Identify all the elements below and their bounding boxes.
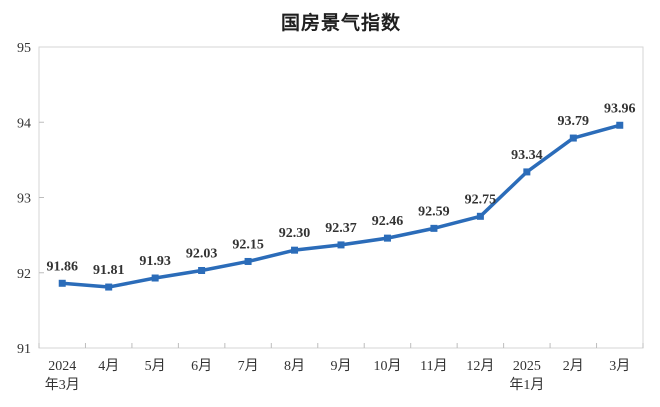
data-point-marker — [105, 283, 113, 291]
x-axis-tick-label: 6月 — [191, 358, 212, 374]
data-point-marker — [198, 266, 206, 274]
data-point-marker — [244, 257, 252, 265]
y-axis-tick-label: 95 — [17, 41, 31, 56]
x-axis-tick-label: 8月 — [284, 358, 305, 374]
data-point-marker — [430, 224, 438, 232]
data-point-label: 93.96 — [604, 101, 636, 116]
data-point-label: 91.81 — [93, 263, 125, 278]
x-axis-tick-label: 2月 — [563, 358, 584, 374]
x-axis-tick-label: 7月 — [238, 358, 259, 374]
data-point-label: 91.86 — [46, 259, 78, 274]
data-point-marker — [58, 279, 66, 287]
x-axis-tick-label: 2024 年3月 — [45, 359, 80, 393]
data-point-label: 92.59 — [418, 204, 450, 219]
y-axis-tick-label: 92 — [17, 267, 31, 282]
x-axis-tick-label: 9月 — [331, 358, 352, 374]
data-point-label: 93.79 — [558, 114, 590, 129]
data-point-label: 92.46 — [372, 214, 404, 229]
y-axis-tick-label: 91 — [17, 342, 31, 357]
x-axis-tick-label: 3月 — [609, 358, 630, 374]
data-point-marker — [569, 134, 577, 142]
x-axis-tick-label: 10月 — [373, 358, 401, 374]
x-axis-tick-label: 2025 年1月 — [509, 359, 544, 393]
chart-title: 国房景气指数 — [280, 13, 401, 34]
x-axis-tick-label: 4月 — [98, 358, 119, 374]
x-axis-tick-label: 5月 — [145, 358, 166, 374]
y-axis-tick-label: 93 — [17, 192, 31, 207]
data-point-marker — [476, 212, 484, 220]
x-axis-tick-label: 12月 — [466, 358, 494, 374]
data-point-marker — [616, 121, 624, 129]
data-point-label: 92.03 — [186, 246, 218, 261]
plot-border — [38, 46, 644, 349]
data-point-label: 92.30 — [279, 226, 311, 241]
data-point-marker — [383, 234, 391, 242]
data-point-label: 92.37 — [325, 221, 357, 236]
data-point-marker — [291, 246, 299, 254]
x-axis-tick-label: 11月 — [420, 358, 447, 374]
data-point-label: 92.75 — [465, 192, 497, 207]
data-point-label: 91.93 — [139, 254, 171, 269]
data-point-marker — [337, 241, 345, 249]
data-point-marker — [523, 168, 531, 176]
data-point-marker — [151, 274, 159, 282]
data-point-label: 93.34 — [511, 148, 543, 163]
data-point-label: 92.15 — [232, 237, 264, 252]
y-axis-tick-label: 94 — [17, 116, 31, 131]
